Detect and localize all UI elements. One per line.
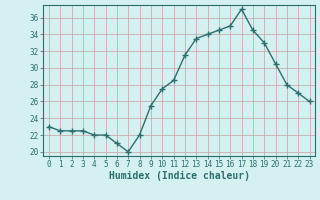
X-axis label: Humidex (Indice chaleur): Humidex (Indice chaleur) (109, 171, 250, 181)
